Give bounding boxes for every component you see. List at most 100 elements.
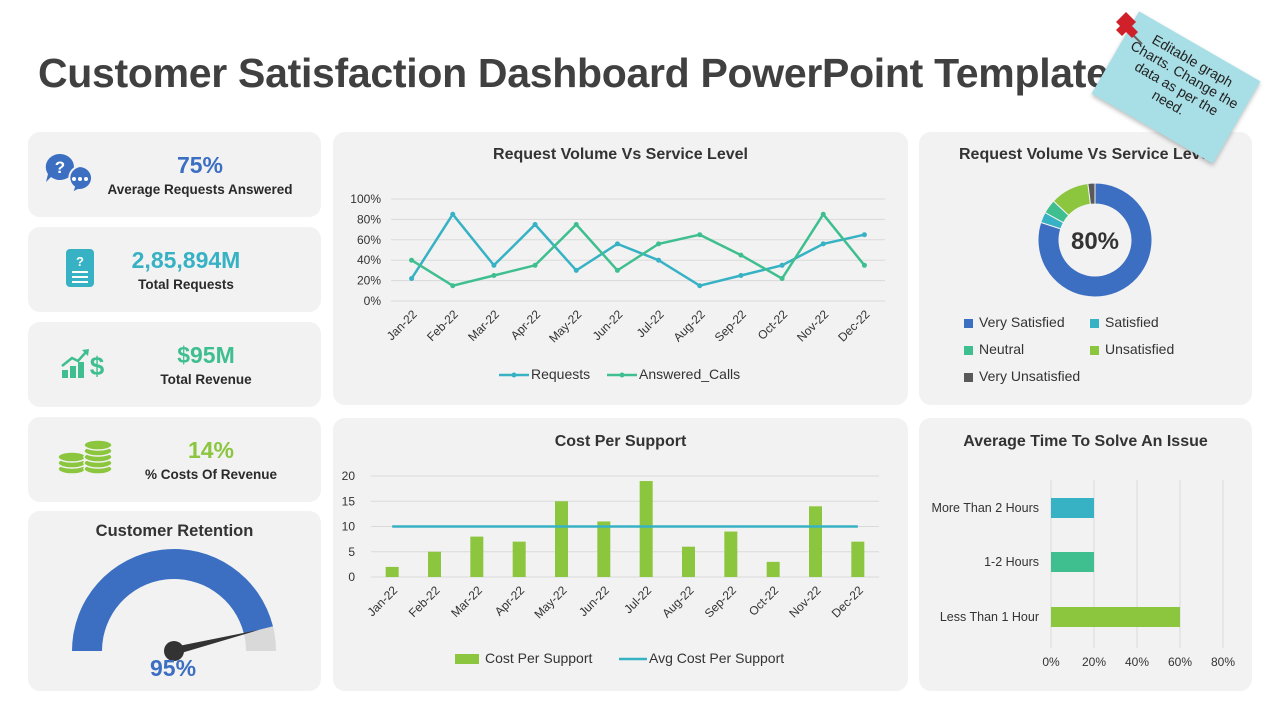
data-point xyxy=(614,241,620,247)
data-point xyxy=(409,257,415,263)
bar xyxy=(555,501,568,577)
data-point xyxy=(532,262,538,268)
x-tick-label: 0% xyxy=(1042,655,1060,669)
request-document-icon: ? xyxy=(64,247,96,291)
x-tick-label: Aug-22 xyxy=(671,307,708,344)
x-tick-label: Jan-22 xyxy=(364,583,400,619)
legend-label: Neutral xyxy=(979,341,1025,357)
kpi-card-total-revenue: $ $95M Total Revenue xyxy=(28,322,321,407)
data-point xyxy=(820,211,826,217)
legend-satisfied: Satisfied xyxy=(1090,314,1159,330)
y-category-label: Less Than 1 Hour xyxy=(940,610,1039,624)
legend-neutral: Neutral xyxy=(964,341,1024,357)
legend-avg-cost-per-support: Avg Cost Per Support xyxy=(619,650,784,666)
y-tick-label: 10 xyxy=(342,520,356,534)
x-tick-label: Oct-22 xyxy=(755,307,791,343)
legend-label: Avg Cost Per Support xyxy=(649,650,785,666)
y-tick-label: 0% xyxy=(364,294,382,308)
x-tick-label: 40% xyxy=(1125,655,1149,669)
svg-text:?: ? xyxy=(76,254,84,269)
svg-text:$: $ xyxy=(90,351,105,380)
legend-answered-calls-label: Answered_Calls xyxy=(639,366,741,382)
x-tick-label: Mar-22 xyxy=(465,307,502,344)
y-tick-label: 0 xyxy=(348,570,355,584)
kpi-label: Total Revenue xyxy=(160,372,252,387)
kpi-label: % Costs Of Revenue xyxy=(144,467,278,482)
x-tick-label: Feb-22 xyxy=(424,307,461,344)
kpi-label: Total Requests xyxy=(138,277,234,292)
y-tick-label: 60% xyxy=(357,233,381,247)
legend-answered-calls: Answered_Calls xyxy=(607,366,740,382)
data-point xyxy=(820,241,826,247)
data-point xyxy=(450,283,456,289)
y-tick-label: 20 xyxy=(342,469,356,483)
line-chart: 0% 20% 40% 60% 80% 100% Jan-22 Feb-22 Mar-22 Apr-… xyxy=(350,192,885,345)
data-point xyxy=(861,262,867,268)
data-point xyxy=(779,262,785,268)
x-tick-label: Apr-22 xyxy=(492,583,528,619)
y-tick-label: 5 xyxy=(348,545,355,559)
legend-label: Unsatisfied xyxy=(1105,341,1175,357)
bar xyxy=(682,546,695,577)
donut-slice-very-satisfied xyxy=(1037,182,1153,298)
legend-requests-label: Requests xyxy=(531,366,591,382)
legend-unsatisfied: Unsatisfied xyxy=(1090,341,1174,357)
data-point xyxy=(614,267,620,273)
donut-center-label: 80% xyxy=(1070,228,1120,255)
x-tick-label: Feb-22 xyxy=(406,583,443,620)
kpi-card-total-requests: ? 2,85,894M Total Requests xyxy=(28,227,321,312)
x-tick-label: Sep-22 xyxy=(712,307,749,344)
x-tick-label: Jun-22 xyxy=(590,307,626,343)
donut-chart xyxy=(1037,182,1153,298)
data-point xyxy=(738,273,744,278)
gauge-needle xyxy=(173,629,260,655)
data-point xyxy=(861,232,867,238)
y-category-label: 1-2 Hours xyxy=(984,555,1039,569)
y-tick-label: 15 xyxy=(342,494,356,508)
kpi-card-costs-of-revenue: 14% % Costs Of Revenue xyxy=(28,417,321,502)
data-point xyxy=(738,252,744,258)
kpi-value: $95M xyxy=(177,342,235,368)
data-point xyxy=(656,257,662,263)
kpi-value: 14% xyxy=(187,437,235,463)
x-tick-label: Jan-22 xyxy=(384,307,420,343)
x-tick-label: Apr-22 xyxy=(508,307,544,343)
data-point xyxy=(450,211,456,217)
donut-slice-very-unsatisfied xyxy=(1087,182,1096,205)
hbar xyxy=(1051,552,1094,572)
retention-gauge xyxy=(72,549,276,661)
x-tick-label: Jul-22 xyxy=(621,583,654,616)
y-category-label: More Than 2 Hours xyxy=(932,501,1039,515)
x-tick-label: Dec-22 xyxy=(829,583,866,620)
gauge-hub xyxy=(164,641,184,661)
x-tick-label: May-22 xyxy=(531,583,569,621)
kpi-card-requests-answered: ? 75% Average Requests Answered xyxy=(28,132,321,217)
series-line-requests xyxy=(410,212,865,288)
x-tick-label: 20% xyxy=(1082,655,1106,669)
line-chart-title: Request Volume Vs Service Level xyxy=(493,146,748,163)
legend-very-unsatisfied: Very Unsatisfied xyxy=(964,368,1080,384)
data-point xyxy=(409,276,415,282)
bar xyxy=(428,551,441,577)
retention-title: Customer Retention xyxy=(95,522,254,540)
bar xyxy=(724,531,738,577)
x-tick-label: Dec-22 xyxy=(835,307,872,344)
data-point xyxy=(491,273,497,278)
legend-requests: Requests xyxy=(499,366,590,382)
data-point xyxy=(532,222,538,227)
kpi-value: 75% xyxy=(176,152,224,178)
bar-chart-title: Cost Per Support xyxy=(554,433,687,450)
cost-per-support-card: Cost Per Support 0 5 10 15 20 Jan-22 Feb-22 Mar… xyxy=(333,418,908,691)
y-tick-label: 100% xyxy=(350,192,381,206)
horizontal-bar-chart: 0% 20% 40% 60% 80% More Than 2 Hours 1-2 Hours… xyxy=(932,480,1235,669)
x-tick-label: May-22 xyxy=(546,307,584,345)
bar xyxy=(512,541,526,577)
donut-title: Request Volume Vs Service Level xyxy=(959,146,1214,163)
legend-very-satisfied: Very Satisfied xyxy=(964,314,1065,330)
x-tick-label: Sep-22 xyxy=(702,583,739,620)
hbar xyxy=(1051,607,1180,627)
request-volume-line-card: Request Volume Vs Service Level 0% 20% 40%… xyxy=(333,132,908,405)
x-tick-label: Nov-22 xyxy=(786,583,823,620)
kpi-value: 2,85,894M xyxy=(131,247,241,273)
